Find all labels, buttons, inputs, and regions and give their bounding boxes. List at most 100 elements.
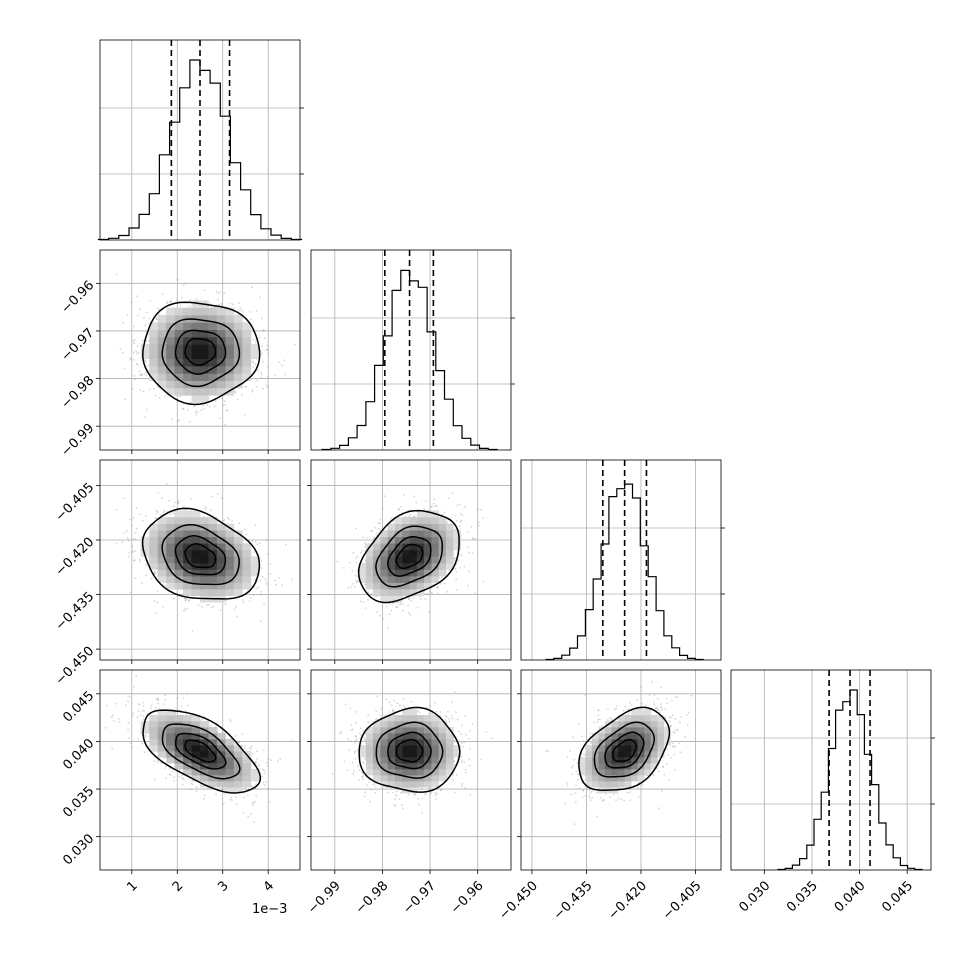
sample-point — [206, 604, 209, 607]
sample-point — [172, 597, 175, 600]
sample-point — [364, 583, 367, 586]
sample-point — [482, 517, 485, 520]
density-cell — [166, 315, 176, 323]
sample-point — [150, 704, 153, 707]
sample-point — [409, 613, 412, 616]
sample-point — [454, 528, 457, 531]
sample-point — [134, 339, 137, 341]
density-cell — [380, 530, 389, 538]
density-cell — [208, 517, 218, 524]
density-cell — [416, 576, 425, 583]
density-cell — [409, 517, 418, 524]
sample-point — [257, 369, 259, 372]
density-cell — [409, 569, 418, 577]
sample-point — [446, 590, 449, 593]
sample-point — [174, 501, 177, 504]
panel-frame — [99, 459, 301, 661]
density-cell — [200, 582, 209, 590]
sample-point — [424, 593, 427, 595]
sample-point — [196, 411, 199, 414]
sample-point — [150, 577, 153, 580]
sample-point — [169, 300, 172, 302]
sample-point — [429, 590, 431, 592]
density-cell — [225, 556, 235, 564]
sample-point — [416, 606, 419, 609]
density-cell — [191, 517, 201, 524]
density-cell — [166, 336, 176, 345]
density-cell — [416, 589, 425, 596]
sample-point — [186, 608, 189, 610]
density-cell — [416, 517, 425, 524]
sample-point — [195, 413, 198, 416]
sample-point — [261, 345, 263, 347]
density-cell — [216, 530, 226, 538]
density-cell — [191, 344, 201, 352]
sample-point — [155, 317, 158, 319]
sample-point — [376, 611, 378, 613]
contour-line — [174, 535, 227, 576]
density-cell — [402, 530, 410, 538]
density-cell — [174, 307, 184, 316]
sample-point — [188, 599, 190, 602]
sample-point — [157, 307, 160, 310]
sample-point — [123, 531, 126, 534]
panel-frame — [99, 249, 301, 451]
density-cell — [424, 549, 432, 557]
density-cell — [183, 329, 192, 338]
sample-point — [215, 290, 218, 293]
density-cell — [200, 530, 209, 538]
sample-point — [141, 582, 143, 585]
panel-2-1 — [307, 459, 512, 664]
sample-point — [453, 557, 456, 559]
density-cell — [446, 536, 454, 544]
sample-point — [154, 517, 157, 520]
density-cell — [157, 536, 167, 544]
sample-point — [127, 539, 130, 542]
density-cell — [424, 530, 432, 538]
sample-point — [463, 565, 466, 568]
density-cell — [183, 536, 192, 544]
sample-point — [245, 385, 248, 388]
density-cell — [174, 517, 184, 524]
sample-point — [162, 511, 165, 513]
contour-line — [142, 301, 261, 406]
sample-point — [252, 362, 255, 364]
density-cell — [402, 536, 410, 544]
density-cell — [183, 589, 192, 596]
sample-point — [177, 502, 179, 504]
sample-point — [336, 560, 339, 563]
density-cell — [431, 517, 440, 524]
density-cell — [242, 351, 252, 360]
sample-point — [399, 603, 401, 606]
density-cell — [166, 549, 176, 557]
density-cell — [416, 549, 425, 557]
sample-point — [137, 351, 140, 354]
sample-point — [361, 549, 363, 552]
sample-point — [231, 520, 234, 522]
density-cell — [225, 543, 235, 551]
density-cell — [183, 344, 192, 352]
density-cell — [242, 336, 252, 345]
sample-point — [437, 592, 439, 595]
density-cell — [191, 300, 201, 309]
density-cell — [149, 549, 159, 557]
contour-line — [395, 543, 424, 570]
sample-point — [139, 560, 142, 563]
sample-point — [266, 386, 269, 389]
density-cell — [225, 351, 235, 360]
sample-point — [447, 497, 450, 500]
sample-point — [126, 530, 128, 532]
density-cell — [200, 517, 209, 524]
density-cell — [387, 562, 396, 570]
sample-point — [233, 608, 236, 611]
sample-point — [216, 493, 219, 496]
density-cell — [216, 569, 226, 577]
sample-point — [136, 352, 138, 355]
sample-point — [459, 525, 461, 527]
sample-point — [137, 738, 140, 740]
density-cell — [431, 543, 440, 551]
sample-point — [197, 604, 200, 607]
sample-point — [453, 559, 456, 562]
sample-point — [195, 298, 198, 300]
sample-point — [220, 497, 223, 500]
